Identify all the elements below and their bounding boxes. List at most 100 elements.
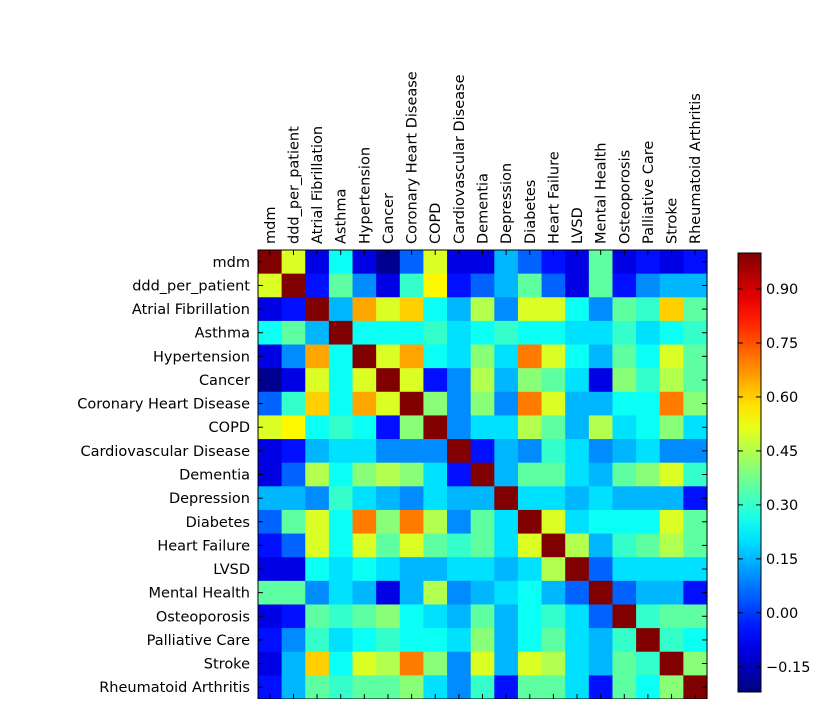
heatmap-cell bbox=[328, 486, 354, 511]
heatmap-cell bbox=[612, 415, 637, 440]
heatmap-cell bbox=[636, 368, 661, 393]
heatmap-cell bbox=[423, 533, 448, 558]
heatmap-cell bbox=[423, 604, 448, 629]
heatmap-cell bbox=[305, 628, 330, 653]
heatmap-cell bbox=[399, 651, 425, 676]
heatmap-cell bbox=[541, 628, 566, 653]
heatmap-cell bbox=[517, 391, 543, 417]
heatmap-cell bbox=[376, 533, 401, 558]
heatmap-cell bbox=[612, 557, 637, 582]
y-tick-label: Coronary Heart Disease bbox=[77, 397, 250, 413]
heatmap-cell bbox=[281, 486, 306, 511]
heatmap-cell bbox=[352, 297, 377, 322]
heatmap-cell bbox=[659, 580, 684, 606]
heatmap-cell bbox=[305, 486, 330, 511]
heatmap-cell bbox=[565, 557, 590, 582]
heatmap-cell bbox=[541, 368, 566, 393]
heatmap-cell bbox=[565, 651, 590, 676]
heatmap-cell bbox=[565, 368, 590, 393]
y-tick-label: Atrial Fibrillation bbox=[132, 302, 250, 318]
heatmap-cell bbox=[659, 297, 684, 322]
heatmap-cell bbox=[494, 486, 519, 511]
heatmap-cell bbox=[659, 439, 684, 464]
heatmap-cell bbox=[659, 651, 684, 676]
heatmap-cell bbox=[494, 415, 519, 440]
colorbar-tick-label: 0.75 bbox=[766, 336, 798, 352]
heatmap-cell bbox=[376, 344, 401, 369]
heatmap-cell bbox=[517, 415, 543, 440]
heatmap-cell bbox=[281, 368, 306, 393]
heatmap-cell bbox=[470, 604, 495, 629]
heatmap-cell bbox=[470, 439, 495, 464]
heatmap-cell bbox=[447, 391, 472, 417]
heatmap-cell bbox=[470, 462, 495, 487]
heatmap-cell bbox=[588, 580, 614, 606]
heatmap-cell bbox=[470, 320, 495, 346]
x-tick-label: Depression bbox=[499, 163, 515, 244]
heatmap-cell bbox=[541, 415, 566, 440]
heatmap-cell bbox=[376, 320, 401, 346]
heatmap-cell bbox=[305, 368, 330, 393]
x-tick-labels: mdm ddd_per_patient Atrial Fibrillation Ast… bbox=[263, 71, 704, 244]
y-tick-label: mdm bbox=[213, 255, 250, 271]
heatmap-cell bbox=[517, 651, 543, 676]
heatmap-cell bbox=[588, 533, 614, 558]
heatmap-cell bbox=[423, 415, 448, 440]
x-tick-label: Rheumatoid Arthritis bbox=[688, 93, 704, 244]
heatmap-cell bbox=[305, 557, 330, 582]
heatmap-cell bbox=[470, 533, 495, 558]
heatmap-cell bbox=[281, 439, 306, 464]
heatmap-cell bbox=[659, 368, 684, 393]
heatmap-cell bbox=[541, 439, 566, 464]
heatmap-cell bbox=[494, 651, 519, 676]
heatmap-cell bbox=[328, 651, 354, 676]
heatmap-cell bbox=[588, 604, 614, 629]
heatmap-cell bbox=[612, 486, 637, 511]
x-tick-label: Heart Failure bbox=[546, 151, 562, 244]
y-tick-label: Stroke bbox=[204, 657, 250, 673]
heatmap-cell bbox=[636, 628, 661, 653]
heatmap-cell bbox=[541, 533, 566, 558]
heatmap-cell bbox=[494, 509, 519, 535]
heatmap-cell bbox=[399, 557, 425, 582]
heatmap-cell bbox=[659, 604, 684, 629]
heatmap-cell bbox=[494, 297, 519, 322]
heatmap-cell bbox=[541, 486, 566, 511]
heatmap-cell bbox=[565, 439, 590, 464]
heatmap-cell bbox=[636, 509, 661, 535]
heatmap-cell bbox=[399, 604, 425, 629]
heatmap-cell bbox=[328, 628, 354, 653]
heatmap-cell bbox=[281, 557, 306, 582]
heatmap-cell bbox=[494, 368, 519, 393]
colorbar-tick-label: 0.45 bbox=[766, 444, 798, 460]
heatmap-cell bbox=[541, 580, 566, 606]
heatmap-cell bbox=[305, 604, 330, 629]
heatmap-cell bbox=[376, 628, 401, 653]
heatmap-cell bbox=[328, 462, 354, 487]
heatmap-cell bbox=[328, 533, 354, 558]
heatmap-cell bbox=[588, 320, 614, 346]
x-tick-label: Palliative Care bbox=[641, 141, 657, 244]
heatmap-cell bbox=[565, 391, 590, 417]
heatmap-cell bbox=[659, 391, 684, 417]
heatmap-cell bbox=[636, 297, 661, 322]
heatmap-cell bbox=[423, 580, 448, 606]
heatmap-cell bbox=[352, 462, 377, 487]
heatmap-cell bbox=[636, 439, 661, 464]
heatmap-cell bbox=[612, 580, 637, 606]
heatmap-cell bbox=[352, 439, 377, 464]
y-tick-label: Dementia bbox=[179, 468, 250, 484]
heatmap-cell bbox=[470, 368, 495, 393]
heatmap-cell bbox=[636, 462, 661, 487]
heatmap-cell bbox=[470, 273, 495, 298]
heatmap-cell bbox=[423, 509, 448, 535]
heatmap-cell bbox=[447, 368, 472, 393]
heatmap-cell bbox=[517, 509, 543, 535]
heatmap-cell bbox=[305, 509, 330, 535]
heatmap-cell bbox=[541, 344, 566, 369]
heatmap-cell bbox=[541, 604, 566, 629]
heatmap-cell bbox=[470, 557, 495, 582]
heatmap-cell bbox=[636, 486, 661, 511]
heatmap-cell bbox=[376, 604, 401, 629]
